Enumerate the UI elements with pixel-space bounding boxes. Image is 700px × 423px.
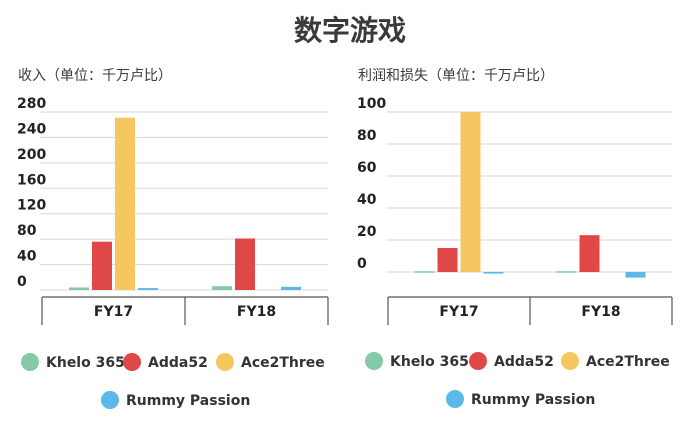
legend-swatch <box>446 390 464 408</box>
legend-label: Adda52 <box>494 354 554 370</box>
bar <box>625 272 646 278</box>
profit-loss-chart: 利润和损失（单位：千万卢比） 0 20 40 60 80 100 FY17 FY18 Khelo … <box>357 68 673 408</box>
revenue-chart: 收入（单位：千万卢比） 0 40 80 120 160 200 240 280 FY17 FY18 K… <box>17 68 329 409</box>
bar <box>579 235 600 272</box>
x-category-label: FY17 <box>94 304 133 320</box>
bar <box>115 117 135 290</box>
legend-swatch <box>101 391 119 409</box>
x-category-label: FY18 <box>237 304 276 320</box>
bar <box>414 271 435 273</box>
x-category-label: FY18 <box>581 304 620 320</box>
legend-label: Ace2Three <box>586 354 670 370</box>
legend-label: Ace2Three <box>241 355 325 371</box>
legend-swatch <box>21 353 39 371</box>
bar <box>138 288 158 290</box>
legend-swatch <box>123 353 141 371</box>
y-tick-label: 240 <box>17 121 46 137</box>
y-tick-label: 0 <box>17 274 27 290</box>
legend-swatch <box>216 353 234 371</box>
bar <box>483 272 504 274</box>
legend-swatch <box>561 352 579 370</box>
bar <box>212 286 232 290</box>
bar <box>437 248 458 272</box>
legend-label: Khelo 365 <box>390 354 469 370</box>
y-tick-label: 0 <box>357 256 367 272</box>
legend-label: Rummy Passion <box>126 393 250 409</box>
bar <box>281 286 301 290</box>
y-tick-label: 40 <box>17 249 37 265</box>
legend-swatch <box>365 352 383 370</box>
y-tick-label: 60 <box>357 160 377 176</box>
y-tick-label: 80 <box>17 223 37 239</box>
y-tick-label: 280 <box>17 96 46 112</box>
legend-label: Khelo 365 <box>46 355 125 371</box>
chart-subtitle: 收入（单位：千万卢比） <box>18 68 172 84</box>
y-tick-label: 120 <box>17 198 46 214</box>
chart-subtitle: 利润和损失（单位：千万卢比） <box>358 68 554 84</box>
bar <box>92 241 112 290</box>
legend-label: Adda52 <box>148 355 208 371</box>
bar <box>69 287 89 290</box>
y-tick-label: 160 <box>17 172 46 188</box>
y-tick-label: 200 <box>17 147 46 163</box>
y-tick-label: 20 <box>357 224 377 240</box>
legend-label: Rummy Passion <box>471 392 595 408</box>
bar <box>235 238 255 290</box>
x-category-label: FY17 <box>439 304 478 320</box>
bar <box>556 271 577 273</box>
main-title: 数字游戏 <box>294 14 406 47</box>
legend-swatch <box>469 352 487 370</box>
y-tick-label: 100 <box>357 96 386 112</box>
bar <box>460 112 481 272</box>
y-tick-label: 40 <box>357 192 377 208</box>
y-tick-label: 80 <box>357 128 377 144</box>
